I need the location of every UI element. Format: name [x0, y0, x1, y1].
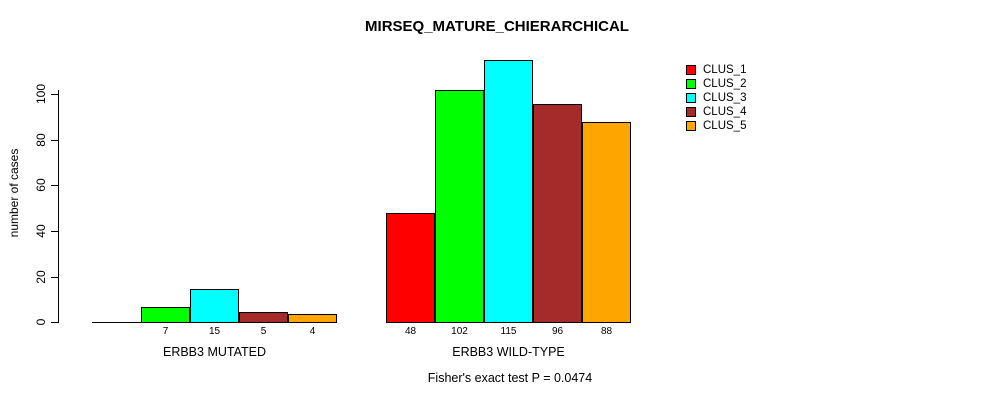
- y-axis-tick: [51, 140, 58, 141]
- y-axis-line: [58, 90, 59, 323]
- bar-clus_4: [533, 104, 582, 323]
- bar-clus_5: [288, 314, 337, 323]
- y-axis-tick-label: 80: [34, 133, 48, 147]
- bar-clus_1: [386, 213, 435, 323]
- legend-swatch-clus_1: [686, 65, 696, 75]
- bar-value-label: 48: [404, 326, 417, 337]
- bar-clus_2: [435, 90, 484, 323]
- legend-label-clus_1: CLUS_1: [703, 64, 747, 76]
- bar-clus_1-zero: [92, 322, 141, 323]
- legend-label-clus_5: CLUS_5: [703, 120, 747, 132]
- bar-value-label: 5: [260, 326, 267, 337]
- y-axis-tick-label: 100: [34, 83, 48, 105]
- bar-value-label: 7: [162, 326, 169, 337]
- y-axis-tick-label: 60: [34, 178, 48, 192]
- legend-label-clus_2: CLUS_2: [703, 78, 747, 90]
- y-axis-tick: [51, 277, 58, 278]
- bar-clus_4: [239, 312, 288, 323]
- chart-title: MIRSEQ_MATURE_CHIERARCHICAL: [365, 18, 629, 35]
- legend-swatch-clus_5: [686, 121, 696, 131]
- legend-swatch-clus_4: [686, 107, 696, 117]
- bar-value-label: 115: [500, 326, 517, 337]
- bar-value-label: 4: [309, 326, 316, 337]
- bar-value-label: 96: [551, 326, 564, 337]
- y-axis-title: number of cases: [7, 148, 21, 238]
- bar-clus_3: [190, 289, 239, 323]
- y-axis-tick: [51, 185, 58, 186]
- y-axis-tick-label: 40: [34, 224, 48, 238]
- bar-value-label: 88: [600, 326, 613, 337]
- bar-clus_5: [582, 122, 631, 323]
- y-axis-tick: [51, 94, 58, 95]
- y-axis-tick-label: 0: [34, 318, 48, 326]
- bar-value-label: 15: [208, 326, 221, 337]
- legend-label-clus_4: CLUS_4: [703, 106, 747, 118]
- bar-clus_2: [141, 307, 190, 323]
- y-axis-tick: [51, 231, 58, 232]
- group-label-erbb3-wild-type: ERBB3 WILD-TYPE: [452, 345, 565, 359]
- legend-swatch-clus_2: [686, 79, 696, 89]
- legend-label-clus_3: CLUS_3: [703, 92, 747, 104]
- legend-swatch-clus_3: [686, 93, 696, 103]
- fisher-test-annotation: Fisher's exact test P = 0.0474: [427, 371, 593, 385]
- y-axis-tick: [51, 322, 58, 323]
- bar-clus_3: [484, 60, 533, 323]
- bar-value-label: 102: [451, 326, 468, 337]
- group-label-erbb3-mutated: ERBB3 MUTATED: [162, 345, 267, 359]
- y-axis-tick-label: 20: [34, 270, 48, 284]
